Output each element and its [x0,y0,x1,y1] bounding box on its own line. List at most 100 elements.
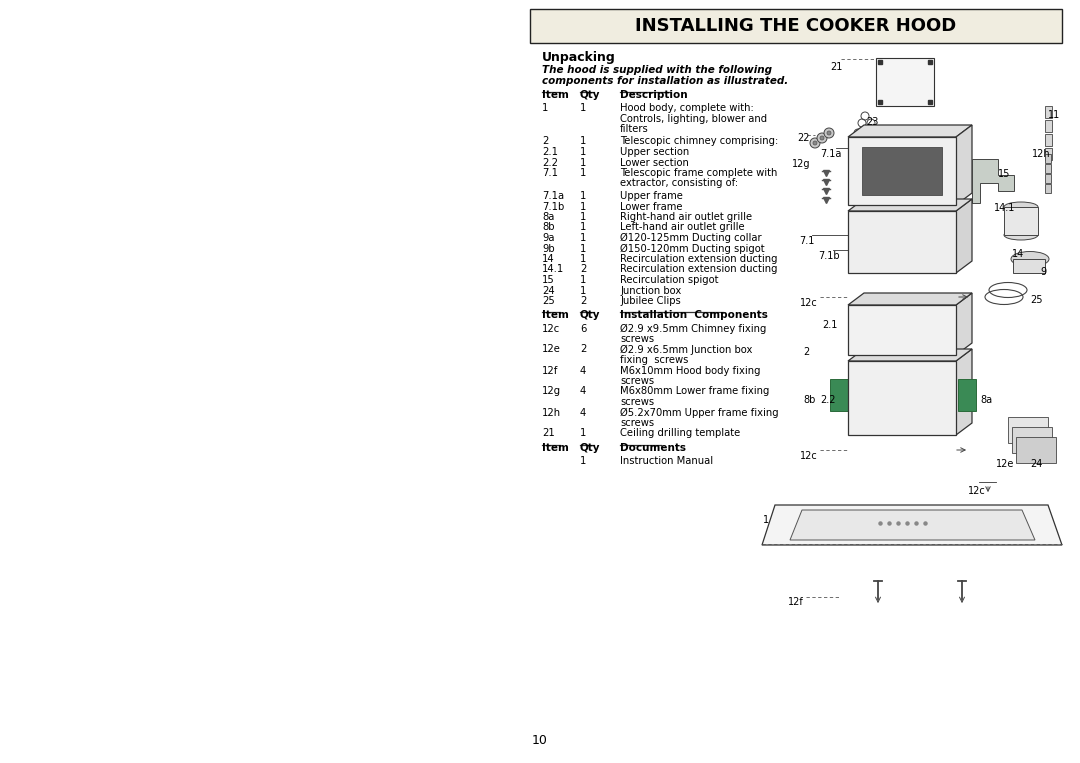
Text: 8b: 8b [542,223,554,233]
Ellipse shape [1004,202,1038,212]
Bar [848,137,956,205]
Text: 8b: 8b [804,395,815,405]
Polygon shape [848,293,972,305]
Text: 7.1a: 7.1a [542,191,564,201]
Bar [1045,174,1051,183]
Text: 12f: 12f [788,597,804,607]
Text: The hood is supplied with the following: The hood is supplied with the following [542,65,772,75]
Text: 2: 2 [580,265,586,275]
Text: 14: 14 [542,254,555,264]
Text: 8a: 8a [542,212,554,222]
Text: Right-hand air outlet grille: Right-hand air outlet grille [620,212,752,222]
Text: 9b: 9b [542,243,555,253]
Text: 2.2: 2.2 [820,395,836,405]
Bar [848,211,956,273]
Bar [1045,164,1051,173]
Text: 4: 4 [580,387,586,397]
Text: Qty: Qty [580,443,600,453]
Bar [1045,120,1052,132]
Text: 1: 1 [580,254,586,264]
Text: 1: 1 [580,223,586,233]
Circle shape [820,136,824,140]
Bar [876,58,934,106]
Circle shape [827,131,831,135]
Text: Documents: Documents [620,443,686,453]
Text: 7.1a: 7.1a [820,149,841,159]
Text: Item: Item [542,311,569,320]
Bar [1045,184,1051,193]
Text: Lower section: Lower section [620,157,689,168]
Text: Ø2.9 x6.5mm Junction box: Ø2.9 x6.5mm Junction box [620,345,753,355]
Text: 1: 1 [580,137,586,146]
Text: 9a: 9a [542,233,554,243]
Text: Qty: Qty [580,311,600,320]
Polygon shape [848,199,972,211]
Text: 9: 9 [1040,267,1047,277]
Text: 1: 1 [580,429,586,439]
Text: components for installation as illustrated.: components for installation as illustrat… [542,76,788,86]
Text: 7.1: 7.1 [542,168,558,178]
Text: Recirculation extension ducting: Recirculation extension ducting [620,254,778,264]
Text: Ø150-120mm Ducting spigot: Ø150-120mm Ducting spigot [620,243,765,254]
Circle shape [824,128,834,138]
Text: 1: 1 [580,275,586,285]
Text: 2.1: 2.1 [542,147,558,157]
Text: Left-hand air outlet grille: Left-hand air outlet grille [620,223,744,233]
Text: Jubilee Clips: Jubilee Clips [620,296,680,306]
Circle shape [813,141,816,145]
Bar [1004,207,1038,235]
Text: 25: 25 [1030,295,1042,305]
Text: Recirculation extension ducting: Recirculation extension ducting [620,265,778,275]
Bar [1013,259,1045,273]
Circle shape [810,138,820,148]
Text: Qty: Qty [580,90,600,100]
Text: Telescopic frame complete with: Telescopic frame complete with [620,168,778,178]
Text: 4: 4 [580,365,586,375]
Bar [1012,427,1052,453]
Text: 2.1: 2.1 [822,320,837,330]
Bar [1008,417,1048,443]
Bar [848,305,956,355]
Text: M6x80mm Lower frame fixing: M6x80mm Lower frame fixing [620,387,769,397]
Text: 8a: 8a [980,395,993,405]
Text: 15: 15 [542,275,555,285]
Polygon shape [972,159,1014,203]
Text: Hood body, complete with:: Hood body, complete with: [620,103,754,113]
Text: 12e: 12e [542,345,561,355]
Text: 1: 1 [580,103,586,113]
Text: INSTALLING THE COOKER HOOD: INSTALLING THE COOKER HOOD [635,17,957,35]
Text: Ø5.2x70mm Upper frame fixing: Ø5.2x70mm Upper frame fixing [620,407,779,417]
Text: Recirculation spigot: Recirculation spigot [620,275,718,285]
Text: Ø120-125mm Ducting collar: Ø120-125mm Ducting collar [620,233,761,243]
Text: Instruction Manual: Instruction Manual [620,456,713,466]
Text: Ø2.9 x9.5mm Chimney fixing: Ø2.9 x9.5mm Chimney fixing [620,324,767,333]
Polygon shape [956,125,972,205]
Ellipse shape [1011,252,1049,266]
Text: screws: screws [620,397,654,407]
Bar [1045,106,1052,118]
Text: screws: screws [620,376,654,386]
Text: 14.1: 14.1 [994,203,1015,213]
Text: Installation  Components: Installation Components [620,311,768,320]
Text: 1: 1 [580,243,586,253]
Polygon shape [956,349,972,435]
Text: 1: 1 [580,456,586,466]
Text: 25: 25 [542,296,555,306]
Text: screws: screws [620,334,654,344]
Polygon shape [956,199,972,273]
Text: 1: 1 [542,103,549,113]
Text: 1: 1 [580,147,586,157]
Text: screws: screws [620,418,654,428]
Text: extractor, consisting of:: extractor, consisting of: [620,179,738,188]
Ellipse shape [1004,230,1038,240]
Text: filters: filters [620,124,649,134]
Circle shape [816,133,827,143]
Text: 7.1: 7.1 [799,236,814,246]
Polygon shape [848,349,972,361]
Text: 24: 24 [542,285,555,295]
Text: 14.1: 14.1 [542,265,564,275]
Bar [1016,437,1056,463]
Text: 12c: 12c [800,298,818,308]
Bar [1045,134,1052,146]
Text: 12f: 12f [542,365,558,375]
